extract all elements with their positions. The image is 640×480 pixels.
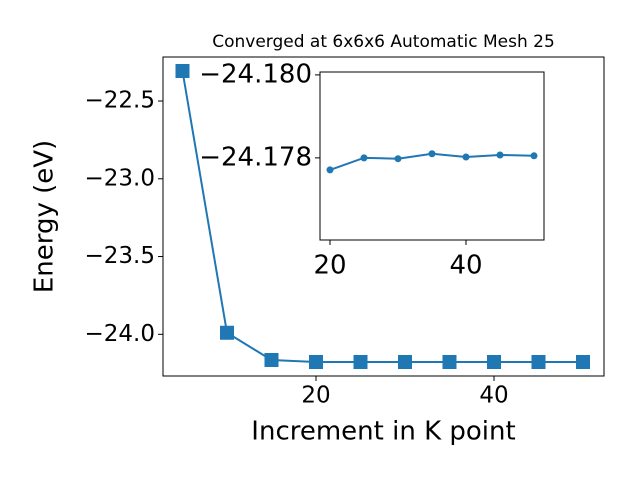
y-tick-label: −23.0 xyxy=(85,165,155,191)
y-tick-label: −24.0 xyxy=(85,321,155,347)
marker xyxy=(264,352,279,367)
marker xyxy=(530,152,538,160)
y-tick-label: −23.5 xyxy=(85,243,155,269)
marker xyxy=(428,150,436,158)
marker xyxy=(442,355,457,370)
x-tick-label: 40 xyxy=(479,383,508,409)
x-tick-label: 40 xyxy=(449,251,482,281)
chart-title: Converged at 6x6x6 Automatic Mesh 25 xyxy=(212,32,555,52)
marker xyxy=(175,63,190,78)
x-tick-label: 20 xyxy=(301,383,330,409)
marker xyxy=(397,355,412,370)
x-tick-label: 20 xyxy=(313,251,346,281)
marker xyxy=(531,355,546,370)
y-tick-label: −24.178 xyxy=(199,142,312,172)
marker xyxy=(326,166,334,174)
marker xyxy=(496,151,504,159)
y-tick-label: −22.5 xyxy=(85,88,155,114)
marker xyxy=(462,153,470,161)
marker xyxy=(219,325,234,340)
marker xyxy=(308,355,323,370)
marker xyxy=(486,355,501,370)
marker xyxy=(360,154,368,162)
marker xyxy=(575,355,590,370)
marker xyxy=(394,155,402,163)
marker xyxy=(353,355,368,370)
series-line xyxy=(181,70,583,364)
x-axis-label: Increment in K point xyxy=(251,417,515,447)
y-tick-label: −24.180 xyxy=(199,59,312,89)
y-axis-label: Energy (eV) xyxy=(30,140,60,293)
